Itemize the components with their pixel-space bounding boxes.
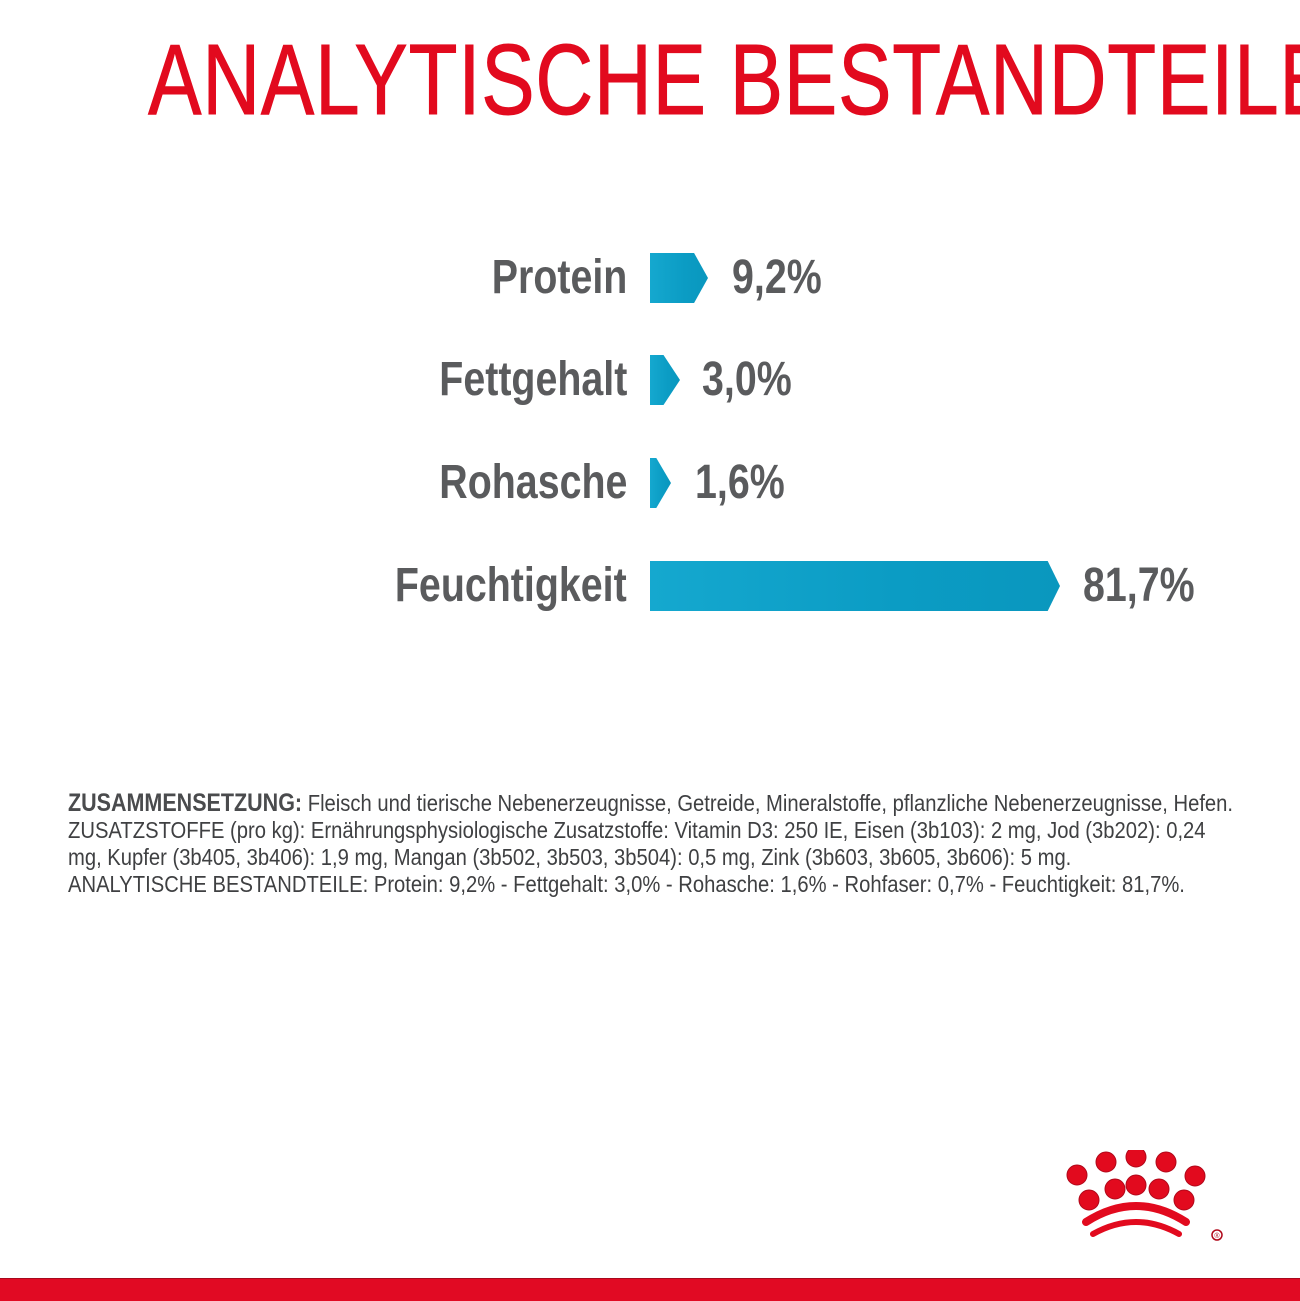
row-label: Feuchtigkeit xyxy=(344,561,627,611)
page-title: ANALYTISCHE BESTANDTEILE xyxy=(0,24,1300,136)
row-value-text: 9,2% xyxy=(732,251,822,304)
composition-ingredients: Fleisch und tierische Nebenerzeugnisse, … xyxy=(302,790,1234,816)
row-label-text: Protein xyxy=(491,251,627,304)
row-value: 81,7% xyxy=(1083,561,1219,611)
additives-paragraph: ZUSATZSTOFFE (pro kg): Ernährungsphysiol… xyxy=(68,817,1206,870)
footer-red-band xyxy=(0,1278,1300,1301)
bar-feuchtigkeit xyxy=(650,561,1060,611)
row-value-text: 3,0% xyxy=(702,353,792,406)
nutrient-bar-chart: Protein 9,2% Fettgehalt 3,0% Rohasche 1,… xyxy=(0,253,1300,611)
row-value: 3,0% xyxy=(702,355,811,405)
row-label-text: Feuchtigkeit xyxy=(395,559,627,612)
row-label: Rohasche xyxy=(398,458,627,508)
row-label-text: Fettgehalt xyxy=(438,353,627,406)
chart-row-protein: Protein 9,2% xyxy=(0,253,1300,303)
row-value-text: 1,6% xyxy=(695,456,785,509)
row-value: 9,2% xyxy=(732,253,841,303)
page-title-text: ANALYTISCHE BESTANDTEILE xyxy=(148,24,1300,136)
bar-rohasche xyxy=(650,458,671,508)
row-value: 1,6% xyxy=(695,458,804,508)
row-label: Protein xyxy=(462,253,627,303)
chart-row-rohasche: Rohasche 1,6% xyxy=(0,458,1300,508)
composition-label: ZUSAMMENSETZUNG: xyxy=(68,789,303,817)
analytics-paragraph: ANALYTISCHE BESTANDTEILE: Protein: 9,2% … xyxy=(68,871,1185,897)
registered-mark: ® xyxy=(1214,1232,1220,1240)
bar-fettgehalt xyxy=(650,355,680,405)
chart-row-fettgehalt: Fettgehalt 3,0% xyxy=(0,355,1300,405)
row-label-text: Rohasche xyxy=(438,456,627,509)
chart-row-feuchtigkeit: Feuchtigkeit 81,7% xyxy=(0,561,1300,611)
composition-paragraph: ZUSAMMENSETZUNG: Fleisch und tierische N… xyxy=(68,790,1238,817)
row-value-text: 81,7% xyxy=(1083,559,1195,612)
composition-text-block: ZUSAMMENSETZUNG: Fleisch und tierische N… xyxy=(68,790,1238,898)
row-label: Fettgehalt xyxy=(398,355,627,405)
crown-icon: ® xyxy=(1066,1146,1226,1250)
bar-protein xyxy=(650,253,708,303)
